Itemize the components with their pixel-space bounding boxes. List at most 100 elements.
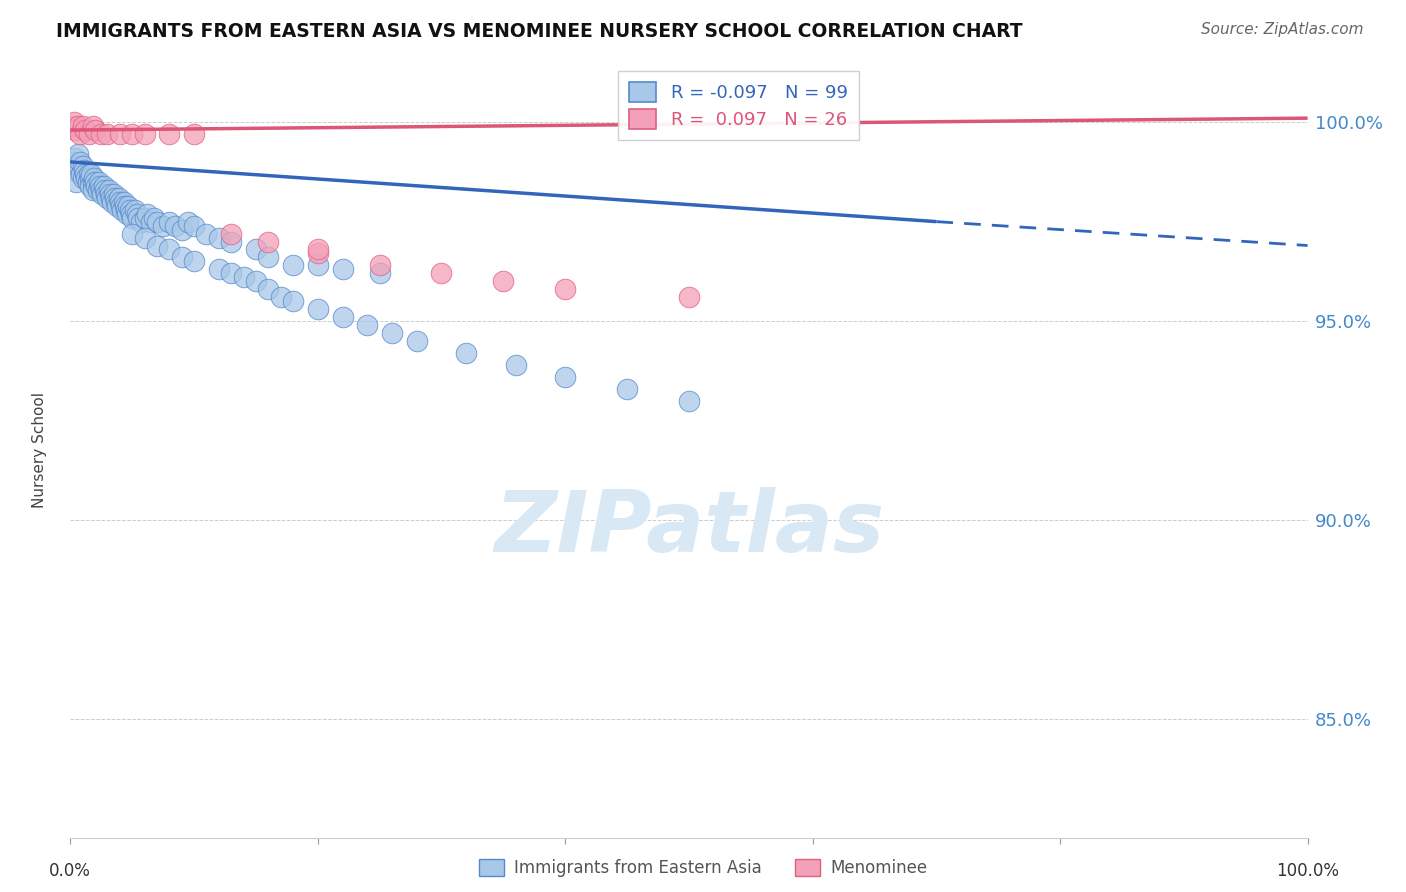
Point (219, 235, 242, 249)
Point (232, 270, 254, 285)
Point (208, 262, 231, 277)
Point (124, 202, 146, 217)
Point (84, 178, 107, 193)
Point (77, 127, 100, 141)
Point (134, 230, 156, 244)
Point (219, 227, 242, 241)
Point (87, 175, 110, 189)
Point (70, 167, 93, 181)
Point (75, 170, 97, 185)
Point (112, 194, 135, 209)
Point (678, 393, 700, 408)
Point (62, 155, 84, 169)
Point (66, 119, 89, 133)
Point (67, 159, 90, 173)
Point (96, 127, 118, 141)
Point (332, 310, 354, 325)
Point (94, 183, 117, 197)
Point (108, 127, 131, 141)
Point (134, 127, 156, 141)
Point (107, 191, 129, 205)
Point (257, 251, 280, 265)
Point (104, 191, 127, 205)
Point (115, 202, 138, 217)
Point (183, 219, 205, 233)
Point (245, 274, 267, 288)
Point (77, 167, 100, 181)
Point (79, 170, 101, 185)
Point (368, 259, 391, 273)
Point (146, 214, 169, 228)
Point (183, 127, 205, 141)
Point (75, 167, 97, 181)
Point (146, 238, 169, 252)
Point (65, 175, 87, 189)
Point (96, 186, 118, 201)
Point (208, 230, 231, 244)
Point (108, 194, 131, 209)
Point (72, 119, 94, 133)
Point (405, 334, 427, 348)
Point (332, 262, 354, 277)
Point (177, 214, 200, 228)
Point (105, 194, 128, 209)
Point (79, 178, 101, 193)
Point (157, 243, 180, 257)
Point (72, 159, 94, 173)
Point (307, 302, 329, 317)
Point (121, 127, 143, 141)
Point (63, 115, 86, 129)
Point (356, 318, 378, 332)
Point (75, 123, 97, 137)
Point (678, 290, 700, 304)
Point (165, 219, 187, 233)
Legend: R = -0.097   N = 99, R =  0.097   N = 26: R = -0.097 N = 99, R = 0.097 N = 26 (619, 71, 859, 140)
Point (307, 243, 329, 257)
Point (257, 282, 280, 296)
Point (139, 214, 162, 228)
Text: Nursery School: Nursery School (32, 392, 46, 508)
Point (381, 326, 404, 340)
Point (281, 259, 304, 273)
Point (127, 211, 149, 225)
Point (93, 178, 115, 193)
Point (89, 178, 111, 193)
Point (170, 222, 193, 236)
Point (100, 191, 122, 205)
Point (307, 246, 329, 260)
Point (111, 202, 134, 217)
Point (456, 346, 478, 360)
Point (73, 162, 96, 177)
Point (121, 227, 143, 241)
Point (554, 369, 576, 384)
Point (97, 183, 120, 197)
Point (152, 219, 174, 233)
Point (616, 382, 638, 396)
Point (183, 254, 205, 268)
Point (505, 358, 527, 372)
Point (91, 186, 114, 201)
Point (554, 282, 576, 296)
Text: ZIPatlas: ZIPatlas (494, 486, 884, 570)
Point (90, 183, 112, 197)
Point (96, 191, 118, 205)
Point (86, 183, 108, 197)
Point (90, 127, 112, 141)
Point (84, 175, 107, 189)
Point (134, 211, 156, 225)
Point (129, 214, 152, 228)
Point (195, 227, 218, 241)
Point (72, 170, 94, 185)
Point (219, 266, 242, 280)
Text: IMMIGRANTS FROM EASTERN ASIA VS MENOMINEE NURSERY SCHOOL CORRELATION CHART: IMMIGRANTS FROM EASTERN ASIA VS MENOMINE… (56, 22, 1024, 41)
Point (101, 194, 124, 209)
Point (65, 151, 87, 165)
Point (121, 211, 143, 225)
Point (63, 162, 86, 177)
Point (84, 123, 107, 137)
Point (69, 155, 91, 169)
Point (245, 243, 267, 257)
Point (69, 127, 91, 141)
Point (492, 274, 515, 288)
Point (430, 266, 453, 280)
